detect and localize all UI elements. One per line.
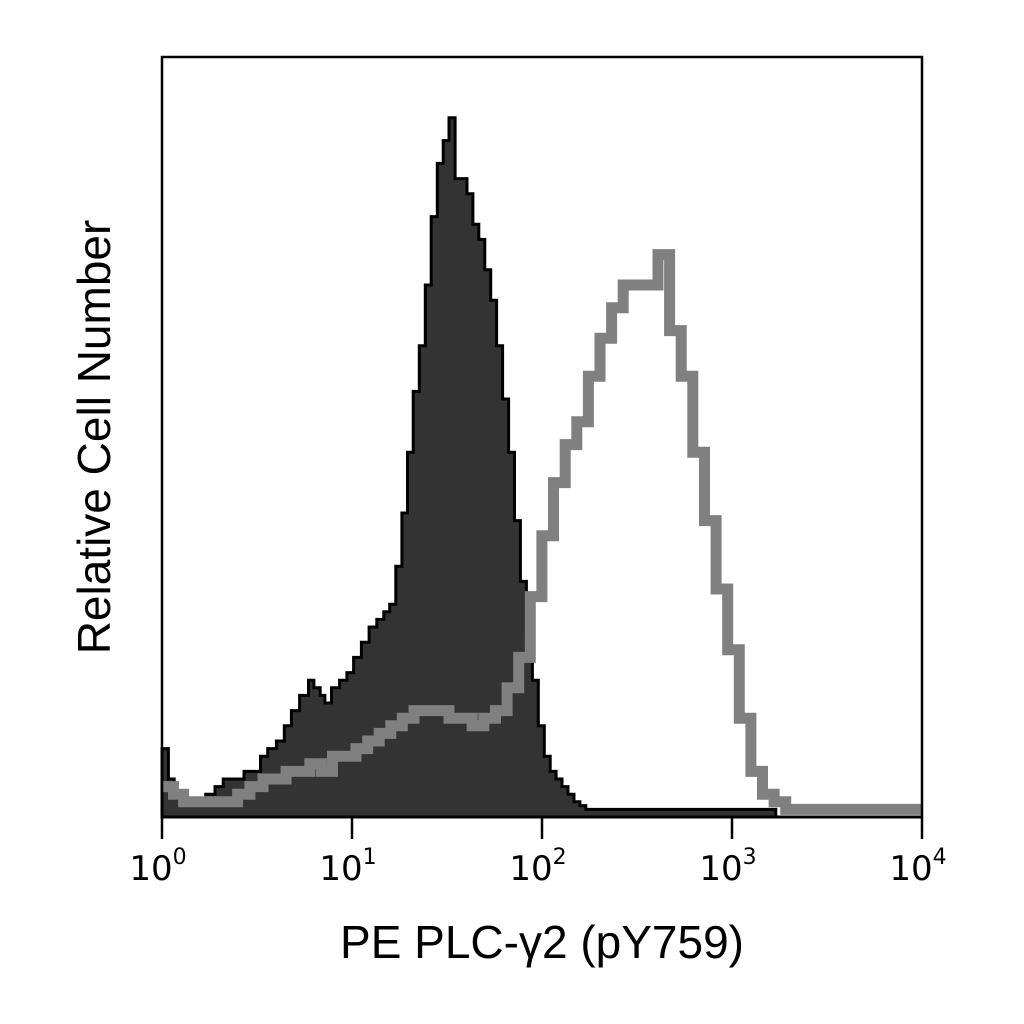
- x-axis-title: PE PLC-γ2 (pY759): [340, 916, 744, 968]
- plot-area: [162, 57, 922, 817]
- x-tick-label: 104: [889, 845, 946, 889]
- x-tick-label: 101: [319, 845, 376, 889]
- y-axis-title: Relative Cell Number: [68, 220, 120, 655]
- x-axis-ticks: 100 101 102 103 104: [129, 817, 947, 889]
- histogram-series-outline: [162, 249, 922, 815]
- x-tick-label: 103: [699, 845, 756, 889]
- x-tick-label: 100: [129, 845, 186, 889]
- x-tick-label: 102: [509, 845, 566, 889]
- series-layer: [160, 116, 922, 819]
- histogram-series-filled: [160, 116, 922, 819]
